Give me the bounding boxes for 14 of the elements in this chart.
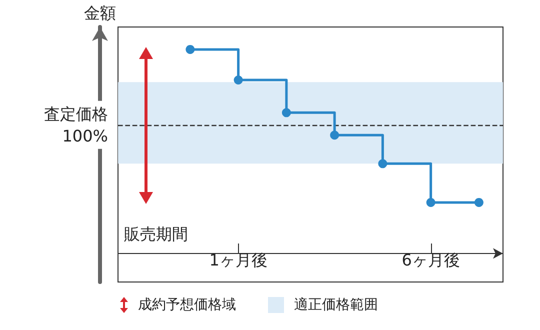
point [474,198,484,207]
point [330,130,340,140]
point [234,76,243,85]
x-axis-title: 販売期間 [124,224,188,244]
text: 成約予想価格域 [138,296,236,314]
x-tick-label: 6ヶ月後 [402,250,460,270]
point [186,44,195,54]
x-tick-label: 1ヶ月後 [209,250,268,270]
ref-line-label: 査定価格 100% [44,104,108,146]
point [282,108,291,118]
point [378,159,388,168]
legend-label: 適正価格範囲 [294,296,378,314]
y-axis-title: 金額 [84,4,116,22]
point [426,198,436,207]
